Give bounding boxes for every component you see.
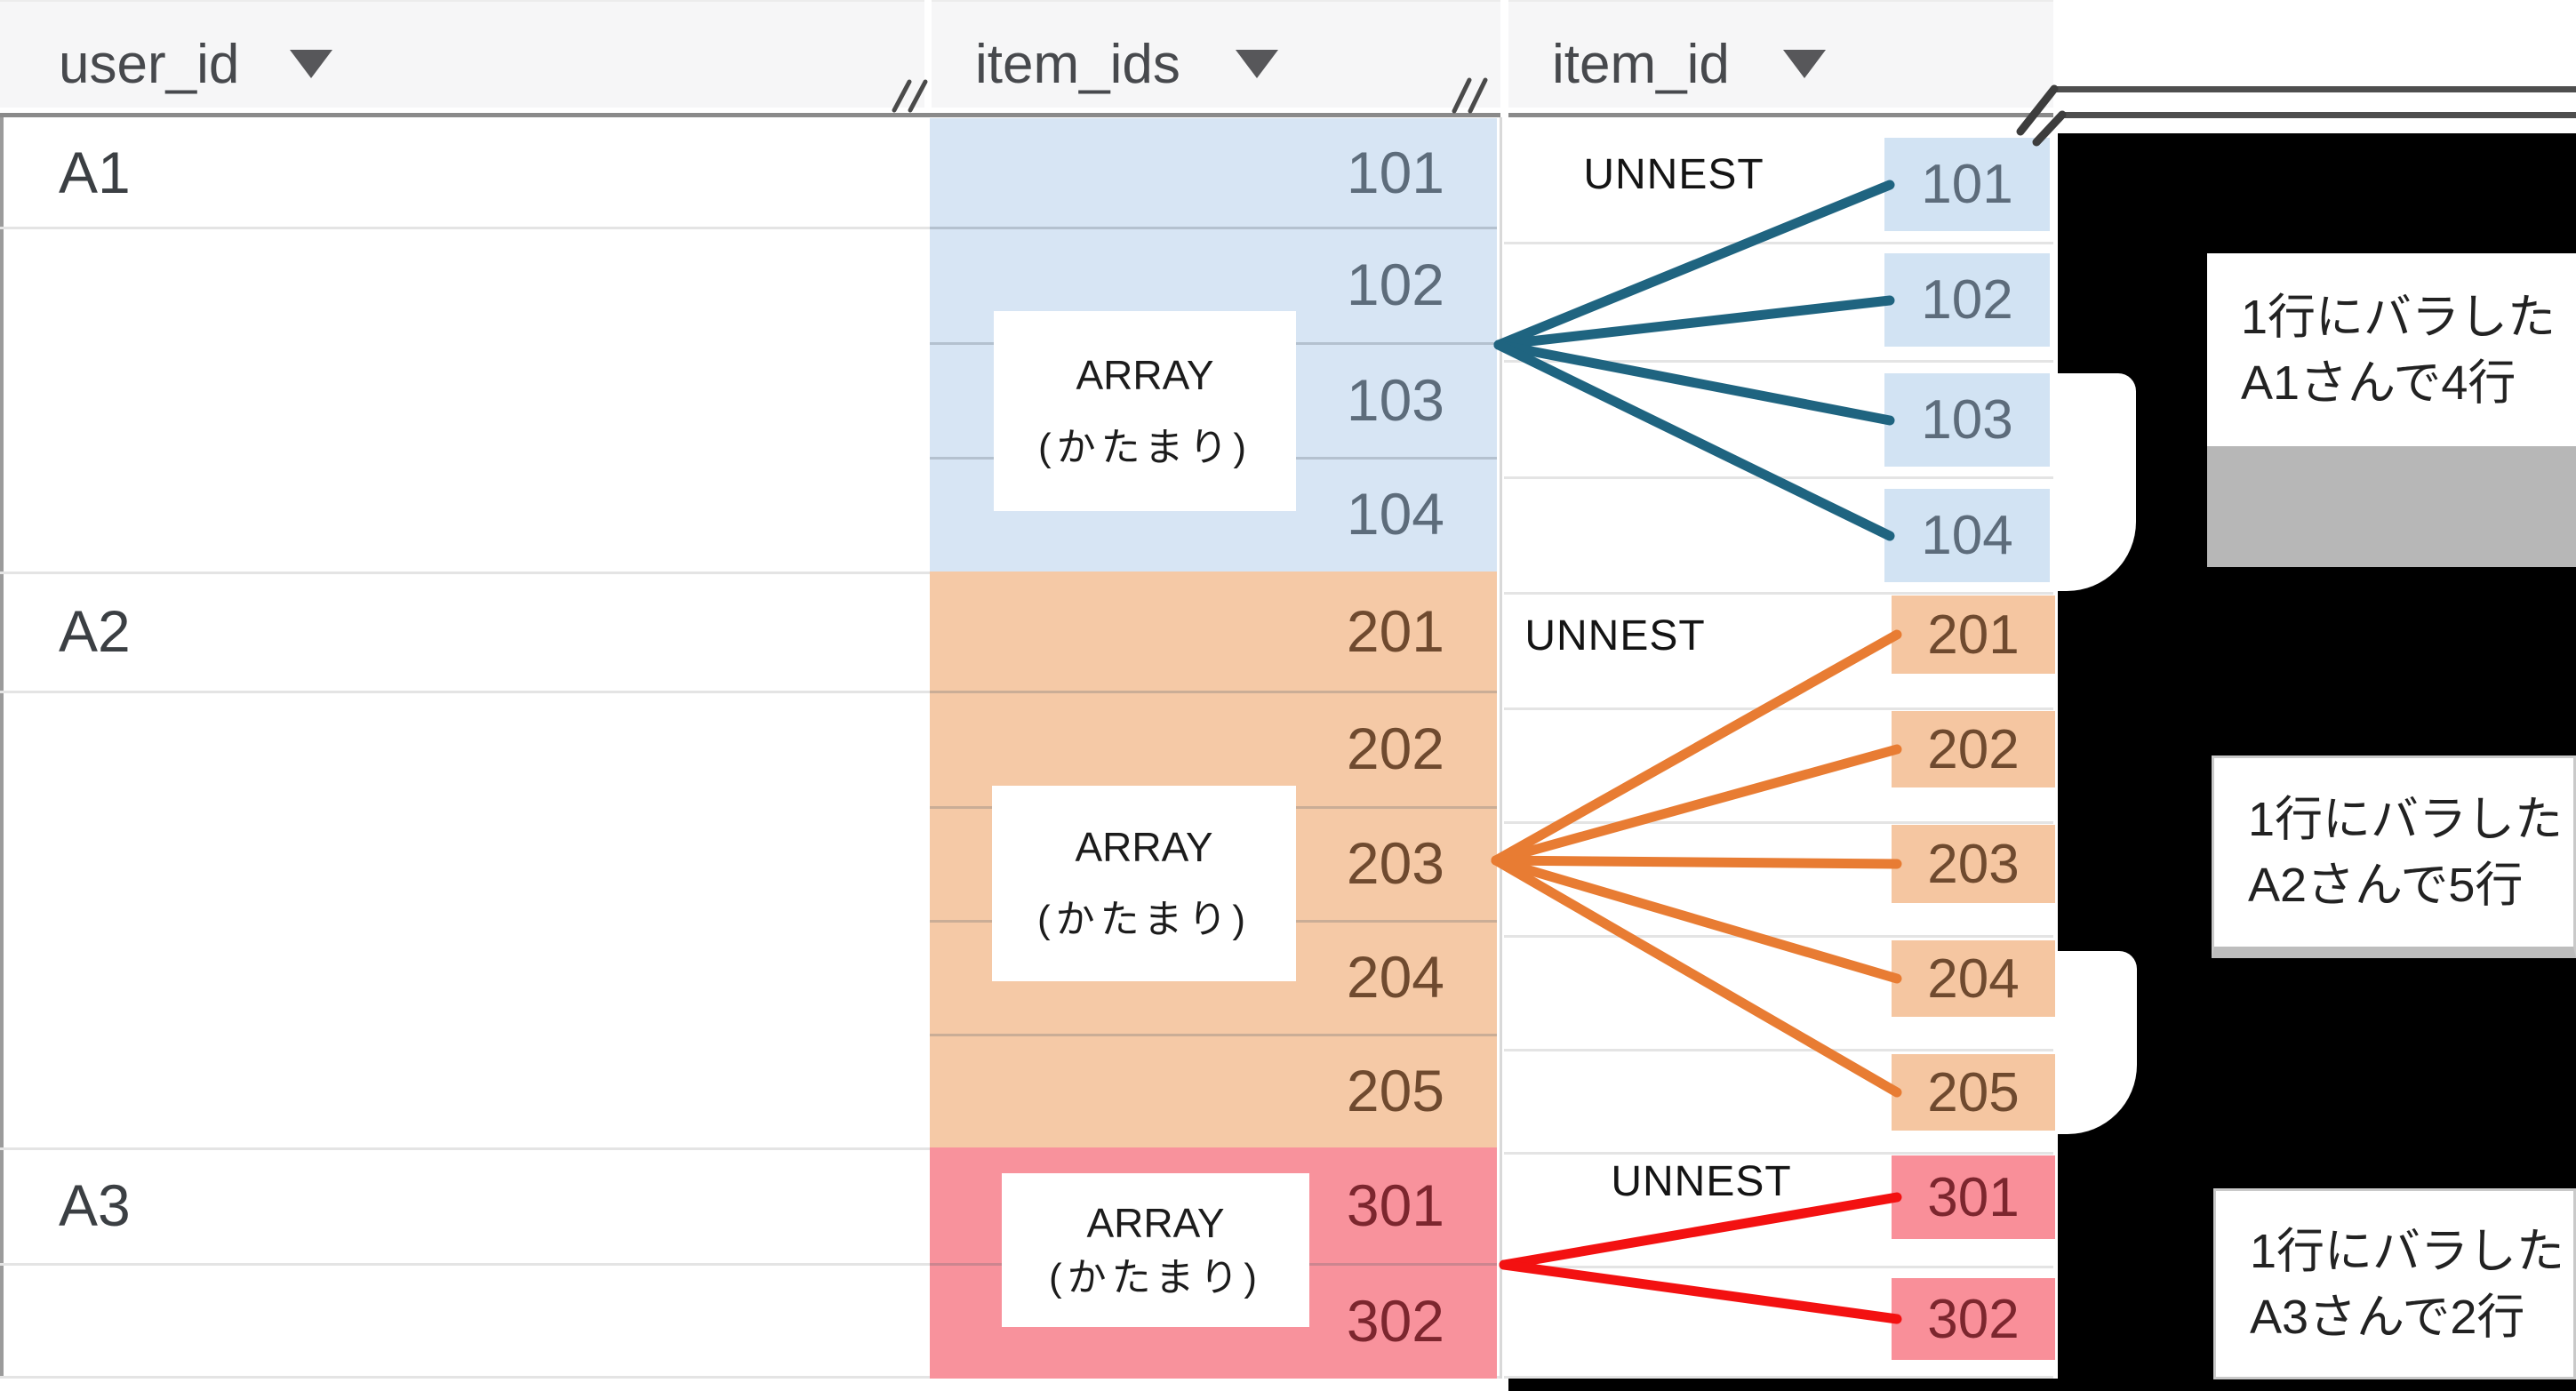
array-label-subtitle: (かたまり) [1038, 425, 1252, 469]
row-separator [0, 1147, 930, 1150]
row-separator [0, 1376, 1500, 1379]
unnest-label-a3: UNNEST [1611, 1158, 1792, 1205]
sort-dropdown-icon-item-ids[interactable] [1236, 50, 1278, 78]
row-separator [1504, 935, 2053, 938]
table-left-border [0, 117, 4, 1379]
row-separator [930, 691, 1497, 693]
row-separator [930, 1034, 1497, 1036]
row-separator [0, 691, 930, 693]
row-separator [930, 227, 1497, 229]
table-gap-border [1500, 117, 1502, 1379]
mask-notch-a2 [2058, 951, 2137, 1134]
cell-item-ids-101: 101 [1346, 140, 1444, 205]
cell-item-ids-203: 203 [1346, 830, 1444, 896]
array-label-title: ARRAY [1086, 1199, 1225, 1246]
cell-item-id-204: 204 [1892, 940, 2055, 1017]
sort-dropdown-icon-item-id[interactable] [1783, 50, 1826, 78]
sort-dropdown-icon-user-id[interactable] [290, 50, 332, 78]
mask-notch-a1 [2058, 373, 2136, 591]
cell-item-id-102: 102 [1884, 253, 2050, 347]
column-label-user-id[interactable]: user_id [59, 34, 240, 95]
annotation-line: 1行にバラした [2250, 1224, 2565, 1278]
unnest-label-a1: UNNEST [1583, 151, 1764, 198]
cell-item-id-205: 205 [1892, 1054, 2055, 1131]
annotation-shadow-a1 [2207, 446, 2576, 567]
cell-user-id-a3: A3 [59, 1172, 131, 1238]
row-separator [1504, 592, 2053, 595]
row-separator [0, 1263, 930, 1266]
array-label-title: ARRAY [1076, 351, 1214, 398]
cell-item-id-302: 302 [1892, 1278, 2055, 1360]
cell-item-id-202: 202 [1892, 711, 2055, 787]
cell-item-ids-202: 202 [1346, 715, 1444, 781]
cell-item-ids-103: 103 [1346, 367, 1444, 433]
annotation-line: A3さんで2行 [2250, 1290, 2525, 1344]
row-separator [1504, 707, 2053, 710]
cell-user-id-a2: A2 [59, 598, 131, 664]
row-separator [0, 572, 930, 574]
array-label-title: ARRAY [1075, 824, 1213, 870]
header-divider-left [0, 113, 1500, 117]
header-item-ids[interactable] [932, 0, 1500, 108]
cell-item-id-104: 104 [1884, 489, 2050, 582]
cell-item-ids-102: 102 [1346, 252, 1444, 317]
cell-user-id-a1: A1 [59, 140, 131, 205]
cell-item-ids-205: 205 [1346, 1058, 1444, 1123]
annotation-line: A2さんで5行 [2248, 859, 2524, 912]
fan-a2 [1491, 629, 1902, 1098]
array-label-a3: ARRAY (かたまり) [1002, 1173, 1309, 1327]
cell-item-id-101: 101 [1884, 138, 2050, 231]
cell-item-ids-301: 301 [1346, 1172, 1444, 1238]
annotation-line: 1行にバラした [2241, 290, 2556, 344]
row-separator [1504, 1376, 2053, 1379]
annotation-a3: 1行にバラした A3さんで2行 [2213, 1188, 2576, 1379]
unnest-label-a2: UNNEST [1524, 612, 1706, 660]
row-separator [1504, 1266, 2053, 1268]
cell-item-ids-201: 201 [1346, 598, 1444, 664]
cell-item-id-103: 103 [1884, 373, 2050, 467]
header-divider-right [1508, 113, 2053, 117]
array-label-subtitle: (かたまり) [1049, 1255, 1262, 1299]
array-label-subtitle: (かたまり) [1037, 898, 1251, 941]
row-separator [1504, 360, 2053, 363]
column-label-item-ids[interactable]: item_ids [975, 34, 1180, 95]
resize-guide-line-top [2053, 86, 2576, 92]
mask-bottom-strip [1508, 1379, 2576, 1391]
annotation-a1: 1行にバラした A1さんで4行 [2207, 253, 2576, 446]
annotation-a2: 1行にバラした A2さんで5行 [2212, 755, 2576, 958]
annotation-line: A1さんで4行 [2241, 356, 2516, 410]
array-label-a2: ARRAY (かたまり) [992, 786, 1296, 981]
row-separator [1504, 1049, 2053, 1051]
cell-item-id-301: 301 [1892, 1155, 2055, 1239]
cell-item-ids-302: 302 [1346, 1288, 1444, 1354]
column-label-item-id[interactable]: item_id [1552, 34, 1730, 95]
cell-item-ids-204: 204 [1346, 944, 1444, 1010]
row-separator [1504, 476, 2053, 479]
header-item-id[interactable] [1508, 0, 2053, 108]
row-separator [1504, 242, 2053, 244]
cell-item-id-201: 201 [1892, 596, 2055, 674]
array-label-a1: ARRAY (かたまり) [994, 311, 1296, 511]
cell-item-ids-104: 104 [1346, 481, 1444, 547]
row-separator [1504, 1152, 2053, 1155]
row-separator [0, 227, 930, 229]
cell-item-id-203: 203 [1892, 825, 2055, 903]
resize-guide-line-bottom [2061, 112, 2576, 118]
header-user-id[interactable] [0, 0, 924, 108]
row-separator [1504, 821, 2053, 824]
fan-a3 [1499, 1192, 1902, 1324]
annotation-line: 1行にバラした [2248, 793, 2564, 846]
